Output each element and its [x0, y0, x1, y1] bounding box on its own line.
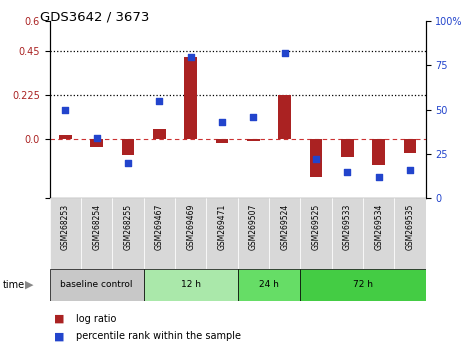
Text: 72 h: 72 h [353, 280, 373, 290]
Text: log ratio: log ratio [76, 314, 116, 324]
Bar [300, 198, 332, 269]
Bar [216, 139, 228, 143]
Point [187, 54, 194, 59]
Text: GSM268255: GSM268255 [123, 204, 132, 250]
Point [61, 107, 69, 113]
Text: GSM268254: GSM268254 [92, 204, 101, 250]
Text: GSM269525: GSM269525 [312, 204, 321, 250]
Bar [59, 135, 71, 139]
Bar [206, 198, 237, 269]
Text: GDS3642 / 3673: GDS3642 / 3673 [40, 11, 149, 24]
Bar [310, 139, 322, 177]
Text: GSM269507: GSM269507 [249, 204, 258, 250]
Point [312, 156, 320, 162]
Text: ■: ■ [54, 331, 65, 341]
Point [375, 174, 383, 180]
Bar [247, 139, 260, 141]
Bar [153, 130, 166, 139]
Point [124, 160, 132, 166]
Text: GSM269534: GSM269534 [374, 204, 383, 250]
Text: ▶: ▶ [25, 280, 34, 290]
Bar [237, 198, 269, 269]
Text: GSM269469: GSM269469 [186, 204, 195, 250]
Point [93, 135, 100, 141]
Text: 24 h: 24 h [259, 280, 279, 290]
Point [343, 169, 351, 175]
Text: percentile rank within the sample: percentile rank within the sample [76, 331, 241, 341]
Bar [144, 269, 237, 301]
Text: GSM268253: GSM268253 [61, 204, 70, 250]
Bar [363, 198, 394, 269]
Bar [279, 95, 291, 139]
Bar [332, 198, 363, 269]
Text: ■: ■ [54, 314, 65, 324]
Bar [237, 269, 300, 301]
Bar [50, 198, 81, 269]
Text: GSM269467: GSM269467 [155, 204, 164, 250]
Bar [50, 269, 144, 301]
Text: baseline control: baseline control [61, 280, 133, 290]
Bar [404, 139, 416, 153]
Text: GSM269533: GSM269533 [343, 204, 352, 250]
Point [406, 167, 414, 173]
Bar [300, 269, 426, 301]
Bar [269, 198, 300, 269]
Bar [144, 198, 175, 269]
Bar [112, 198, 144, 269]
Text: GSM269471: GSM269471 [218, 204, 227, 250]
Bar [372, 139, 385, 165]
Text: GSM269535: GSM269535 [405, 204, 414, 250]
Bar [184, 57, 197, 139]
Bar [341, 139, 354, 157]
Bar [122, 139, 134, 155]
Text: time: time [2, 280, 25, 290]
Text: 12 h: 12 h [181, 280, 201, 290]
Text: GSM269524: GSM269524 [280, 204, 289, 250]
Bar [394, 198, 426, 269]
Bar [81, 198, 112, 269]
Point [156, 98, 163, 104]
Bar [90, 139, 103, 147]
Point [218, 119, 226, 125]
Point [250, 114, 257, 120]
Point [281, 50, 289, 56]
Bar [175, 198, 206, 269]
